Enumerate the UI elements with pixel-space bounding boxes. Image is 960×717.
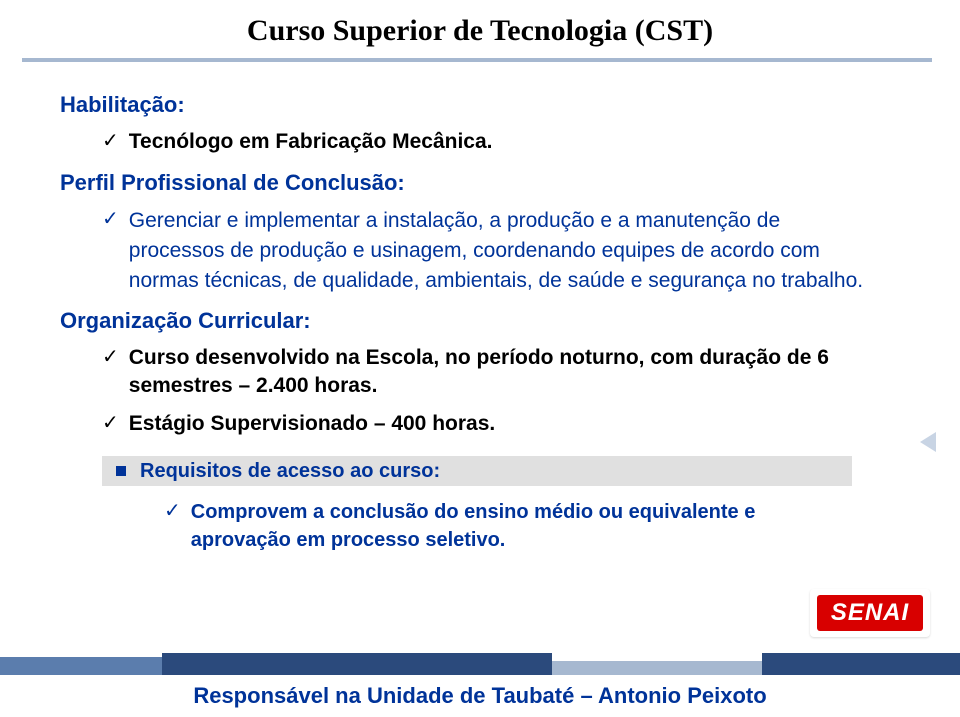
- check-icon: ✓: [102, 410, 119, 436]
- senai-logo: SENAI: [810, 589, 930, 637]
- perfil-text: Gerenciar e implementar a instalação, a …: [129, 206, 880, 296]
- habilitacao-item: ✓ Tecnólogo em Fabricação Mecânica.: [102, 128, 890, 156]
- prev-arrow-icon[interactable]: [920, 432, 936, 452]
- footer-bar: [552, 661, 762, 675]
- footer-text-wrap: Responsável na Unidade de Taubaté – Anto…: [0, 675, 960, 717]
- footer-text: Responsável na Unidade de Taubaté – Anto…: [193, 683, 766, 709]
- square-bullet-icon: [116, 466, 126, 476]
- habilitacao-label: Habilitação:: [60, 92, 890, 118]
- perfil-label: Perfil Profissional de Conclusão:: [60, 170, 890, 196]
- perfil-body: ✓ Gerenciar e implementar a instalação, …: [102, 206, 880, 296]
- check-icon: ✓: [102, 206, 119, 232]
- organizacao-text-1: Estágio Supervisionado – 400 horas.: [129, 410, 495, 438]
- slide-title: Curso Superior de Tecnologia (CST): [0, 0, 960, 56]
- requisitos-header: Requisitos de acesso ao curso:: [102, 456, 852, 486]
- footer-bar: [762, 653, 960, 675]
- footer-bars: [0, 653, 960, 675]
- organizacao-list: ✓ Curso desenvolvido na Escola, no perío…: [102, 344, 890, 438]
- slide: Curso Superior de Tecnologia (CST) Habil…: [0, 0, 960, 717]
- organizacao-item: ✓ Estágio Supervisionado – 400 horas.: [102, 410, 890, 438]
- footer: Responsável na Unidade de Taubaté – Anto…: [0, 653, 960, 717]
- logo-text: SENAI: [817, 595, 923, 631]
- check-icon: ✓: [164, 498, 181, 524]
- requisitos-text: Comprovem a conclusão do ensino médio ou…: [191, 498, 852, 554]
- footer-bar: [162, 653, 552, 675]
- organizacao-label: Organização Curricular:: [60, 308, 890, 334]
- check-icon: ✓: [102, 344, 119, 370]
- requisitos-box: Requisitos de acesso ao curso: ✓ Comprov…: [102, 456, 852, 554]
- requisitos-label: Requisitos de acesso ao curso:: [140, 460, 440, 483]
- organizacao-text-0: Curso desenvolvido na Escola, no período…: [129, 344, 890, 400]
- habilitacao-text: Tecnólogo em Fabricação Mecânica.: [129, 128, 493, 156]
- organizacao-item: ✓ Curso desenvolvido na Escola, no perío…: [102, 344, 890, 400]
- content-area: Habilitação: ✓ Tecnólogo em Fabricação M…: [0, 62, 960, 554]
- requisitos-body: ✓ Comprovem a conclusão do ensino médio …: [164, 498, 852, 554]
- footer-bar: [0, 657, 162, 675]
- check-icon: ✓: [102, 128, 119, 154]
